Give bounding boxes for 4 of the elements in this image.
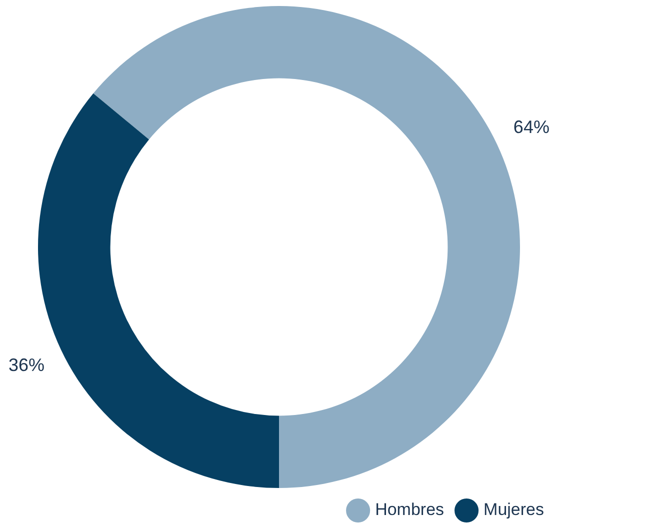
legend-label: Mujeres xyxy=(484,500,544,520)
legend-label: Hombres xyxy=(375,500,444,520)
data-label: 36% xyxy=(8,354,45,375)
data-label: 64% xyxy=(513,117,550,138)
